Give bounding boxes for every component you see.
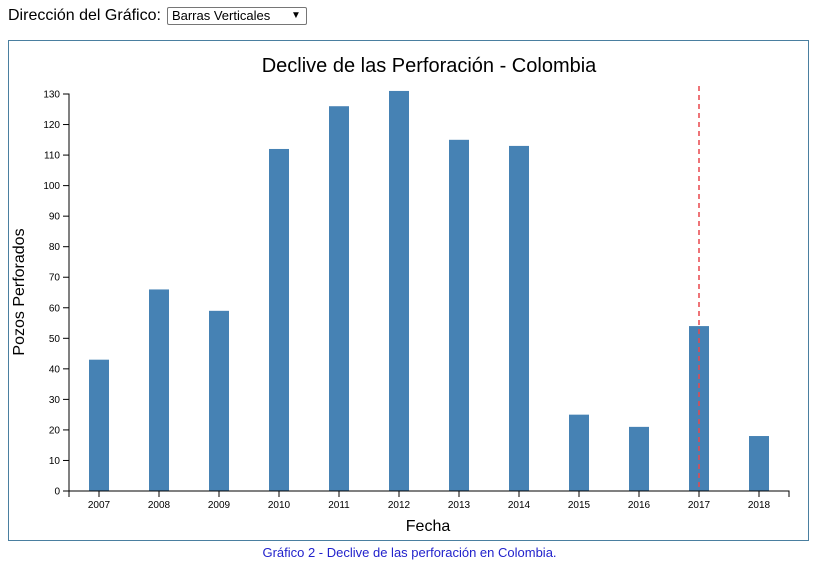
x-tick-label-2015: 2015 (568, 500, 591, 511)
y-tick-label: 40 (49, 364, 61, 375)
x-tick-label-2007: 2007 (88, 500, 111, 511)
x-tick-label-2016: 2016 (628, 500, 651, 511)
bars-group (89, 90, 769, 492)
y-tick-label: 80 (49, 242, 61, 253)
y-axis-line (63, 93, 70, 492)
direction-select-value: Barras Verticales (171, 8, 271, 23)
x-tick-label-2017: 2017 (688, 500, 711, 511)
y-tick-label: 50 (49, 334, 61, 345)
y-axis-label: Pozos Perforados (11, 228, 28, 355)
direction-control: Dirección del Gráfico: Barras Verticales… (8, 5, 307, 27)
bar-2011 (329, 106, 349, 491)
y-tick-label: 100 (43, 181, 60, 192)
y-tick-label: 60 (49, 303, 61, 314)
y-tick-label: 90 (49, 212, 61, 223)
bar-2015 (569, 414, 589, 491)
y-tick-label: 120 (43, 120, 60, 131)
direction-label: Dirección del Gráfico: (8, 7, 161, 24)
x-tick-label-2008: 2008 (148, 500, 171, 511)
figure-caption: Gráfico 2 - Declive de las perforación e… (262, 545, 557, 560)
y-tick-label: 130 (43, 90, 60, 101)
x-tick-label-2014: 2014 (508, 500, 531, 511)
x-axis: 2007 2008 2009 2010 2011 2012 2013 2014 2015 2016… (68, 490, 790, 511)
x-axis-line (68, 490, 790, 497)
bar-2018 (749, 436, 769, 491)
bar-2012 (389, 90, 409, 491)
x-tick-label-2018: 2018 (748, 500, 771, 511)
direction-select[interactable]: Barras Verticales ▼ (166, 7, 307, 25)
y-axis: 0 10 20 30 40 50 60 70 80 90 100 110 120 130 (43, 90, 70, 498)
bar-2010 (269, 148, 289, 491)
chart-panel (8, 40, 809, 541)
bar-2013 (449, 139, 469, 492)
y-tick-label: 30 (49, 395, 61, 406)
bar-2007 (89, 359, 109, 491)
bar-2017 (689, 326, 709, 491)
bar-2008 (149, 289, 169, 491)
bar-2009 (209, 310, 229, 491)
x-tick-label-2013: 2013 (448, 500, 471, 511)
y-tick-label: 20 (49, 425, 61, 436)
bar-2016 (629, 426, 649, 491)
y-tick-label: 10 (49, 456, 61, 467)
y-tick-label: 110 (44, 151, 60, 162)
y-tick-label: 70 (49, 273, 61, 284)
chevron-down-icon: ▼ (291, 10, 301, 21)
bar-2014 (509, 145, 529, 491)
x-tick-label-2009: 2009 (208, 500, 231, 511)
x-axis-label: Fecha (406, 518, 451, 535)
x-tick-label-2011: 2011 (328, 500, 350, 511)
x-tick-label-2012: 2012 (388, 500, 411, 511)
chart-title: Declive de las Perforación - Colombia (262, 55, 597, 77)
x-tick-label-2010: 2010 (268, 500, 291, 511)
y-tick-label: 0 (54, 487, 60, 498)
